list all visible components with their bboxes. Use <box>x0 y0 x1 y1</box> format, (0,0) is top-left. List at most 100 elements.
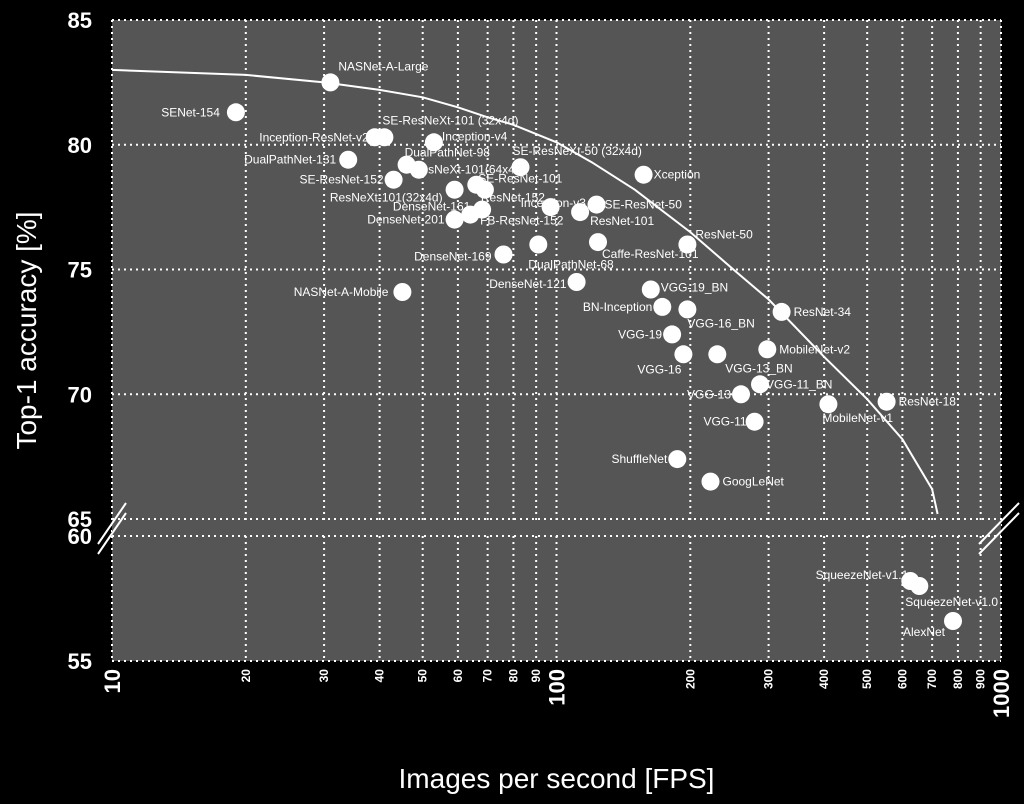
data-point <box>445 210 464 229</box>
tick-labels: 65 70 75 80 85 55 60 10 100 1000 20 30 40 50 60 70 80 90 2… <box>68 8 1014 718</box>
point-label: GoogLeNet <box>723 475 785 489</box>
point-label: AlexNet <box>903 625 946 639</box>
axis-break-slash-right <box>978 502 1020 545</box>
point-label: Inception-v3 <box>521 196 587 210</box>
axis-break-slash-left <box>97 502 127 545</box>
point-label: SE-ResNeXt-101 (32x4d) <box>382 113 518 127</box>
point-label: Inception-ResNet-v2 <box>259 130 369 144</box>
data-point <box>745 412 764 431</box>
data-point <box>529 235 548 254</box>
point-label: SE-ResNet-101 <box>478 172 562 186</box>
axis-break-slash-right <box>978 512 1020 555</box>
data-point <box>819 395 838 414</box>
point-label: ResNet-101 <box>590 214 654 228</box>
point-label: Xception <box>654 168 701 182</box>
data-point <box>732 385 750 404</box>
x-tick-label-minor: 50 <box>416 669 430 683</box>
data-point <box>589 233 607 252</box>
point-label: BN-Inception <box>583 300 652 314</box>
data-point <box>653 297 672 316</box>
point-label: VGG-11 <box>703 415 746 429</box>
point-label: ResNet-18 <box>899 395 957 409</box>
x-tick-label-minor: 400 <box>817 669 831 689</box>
point-label: VGG-16 <box>637 362 681 376</box>
x-tick-label-minor: 700 <box>925 669 939 689</box>
data-point <box>668 450 687 469</box>
point-label: VGG-19 <box>618 327 662 341</box>
x-tick-label-minor: 20 <box>239 669 253 683</box>
data-point <box>877 392 896 411</box>
point-label: DenseNet-161 <box>393 200 471 214</box>
data-point <box>678 235 697 254</box>
data-point <box>567 273 586 291</box>
data-point <box>701 472 720 491</box>
point-label: SE-ResNet-50 <box>605 198 683 212</box>
data-point <box>339 150 358 169</box>
data-point <box>708 345 727 364</box>
data-point <box>384 170 403 189</box>
x-axis-title: Images per second [FPS] <box>399 763 715 794</box>
point-label: SENet-154 <box>161 105 220 119</box>
data-point <box>634 165 653 184</box>
y-tick-label: 60 <box>68 524 92 549</box>
data-point <box>751 375 769 394</box>
point-label: SE-ResNet-152 <box>300 173 384 187</box>
x-tick-label-minor: 500 <box>860 669 874 689</box>
point-label: DenseNet-201 <box>367 213 445 227</box>
axis-break <box>97 502 1020 555</box>
data-point <box>758 340 777 359</box>
point-label: DenseNet-169 <box>414 250 492 264</box>
y-tick-label: 65 <box>68 507 92 532</box>
point-label: NASNet-A-Mobile <box>294 285 389 299</box>
data-point <box>910 577 929 595</box>
point-label: SE-ResNeXt-50 (32x4d) <box>513 144 642 158</box>
point-label: ResNeXt-101(64x4d) <box>413 163 526 177</box>
data-point <box>475 180 494 199</box>
x-tick-label-minor: 40 <box>373 669 387 683</box>
x-tick-label-major: 1000 <box>989 669 1014 718</box>
data-point <box>944 612 962 630</box>
data-point <box>511 158 530 177</box>
y-tick-label: 70 <box>68 382 92 407</box>
trend-curve <box>111 68 939 515</box>
point-labels: NASNet-A-Large SENet-154 Inception-ResNet-… <box>161 59 998 639</box>
data-point <box>678 300 697 319</box>
data-point <box>321 73 340 92</box>
point-label: SqueezeNet-v1.1 <box>816 568 909 582</box>
y-tick-label: 85 <box>68 8 92 33</box>
x-tick-label-minor: 90 <box>529 669 543 683</box>
data-point <box>424 133 443 152</box>
point-label: ShuffleNet <box>611 452 667 466</box>
point-label: VGG-13 <box>687 387 731 401</box>
x-tick-label-minor: 800 <box>951 669 965 689</box>
grid-lines <box>111 19 1002 662</box>
point-label: DenseNet-121 <box>489 277 567 291</box>
axis-break-slash-left <box>97 512 127 555</box>
axis-break-gap <box>112 522 1001 533</box>
data-point <box>393 283 412 301</box>
point-label: Inception-v4 <box>442 129 508 143</box>
x-tick-label-minor: 600 <box>895 669 909 689</box>
data-point <box>541 198 560 217</box>
trend-curve-group <box>111 68 939 515</box>
data-point <box>494 245 513 264</box>
point-label: Caffe-ResNet-101 <box>602 247 699 261</box>
y-axis-title: Top-1 accuracy [%] <box>11 211 42 449</box>
x-tick-label-minor: 70 <box>481 669 495 683</box>
point-label: VGG-11_BN <box>766 377 832 391</box>
data-point <box>375 128 394 147</box>
point-label: VGG-16_BN <box>687 316 754 330</box>
point-label: FB-ResNet-152 <box>480 214 564 228</box>
point-label: VGG-19_BN <box>661 281 728 295</box>
point-label: SqueezeNet-v1.0 <box>905 595 998 609</box>
point-label: ResNet-34 <box>794 305 852 319</box>
x-tick-label-minor: 300 <box>762 669 776 689</box>
point-label: NASNet-A-Large <box>338 59 428 73</box>
data-point <box>674 345 693 364</box>
point-label: ResNet-152 <box>481 191 545 205</box>
point-label: DualPathNet-98 <box>405 146 491 160</box>
point-label: VGG-13_BN <box>725 361 792 375</box>
data-point <box>571 203 590 222</box>
point-label: MobileNet-v1 <box>822 411 893 425</box>
